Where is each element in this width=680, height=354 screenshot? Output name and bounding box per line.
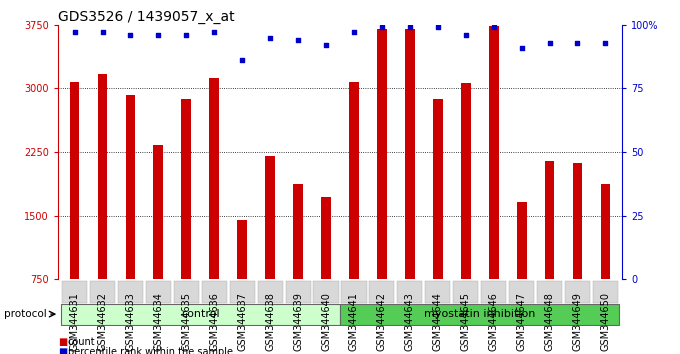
Point bbox=[544, 40, 555, 45]
FancyBboxPatch shape bbox=[258, 281, 283, 303]
Bar bbox=[293, 184, 303, 279]
FancyBboxPatch shape bbox=[90, 281, 115, 303]
Point bbox=[209, 30, 220, 35]
Text: GSM344632: GSM344632 bbox=[97, 292, 107, 351]
Point bbox=[432, 24, 443, 30]
FancyBboxPatch shape bbox=[369, 281, 394, 303]
Point bbox=[181, 32, 192, 38]
Text: GSM344638: GSM344638 bbox=[265, 292, 275, 350]
Point bbox=[349, 30, 360, 35]
FancyBboxPatch shape bbox=[340, 304, 619, 325]
Text: GSM344639: GSM344639 bbox=[293, 292, 303, 350]
FancyBboxPatch shape bbox=[313, 281, 339, 303]
Bar bbox=[405, 29, 415, 279]
FancyBboxPatch shape bbox=[286, 281, 311, 303]
Text: GSM344644: GSM344644 bbox=[432, 292, 443, 350]
FancyBboxPatch shape bbox=[565, 281, 590, 303]
Point bbox=[600, 40, 611, 45]
Text: GSM344643: GSM344643 bbox=[405, 292, 415, 350]
Text: GSM344646: GSM344646 bbox=[489, 292, 498, 350]
Point bbox=[320, 42, 331, 48]
Point bbox=[97, 30, 108, 35]
Bar bbox=[349, 82, 359, 279]
Point bbox=[516, 45, 527, 51]
Bar bbox=[126, 95, 135, 279]
Bar bbox=[265, 156, 275, 279]
Text: GSM344640: GSM344640 bbox=[321, 292, 331, 350]
FancyBboxPatch shape bbox=[174, 281, 199, 303]
Bar bbox=[545, 161, 554, 279]
FancyBboxPatch shape bbox=[202, 281, 227, 303]
Text: GSM344633: GSM344633 bbox=[125, 292, 135, 350]
Text: GSM344642: GSM344642 bbox=[377, 292, 387, 351]
Bar bbox=[182, 99, 191, 279]
Text: GSM344637: GSM344637 bbox=[237, 292, 248, 351]
Text: count: count bbox=[68, 337, 96, 347]
Text: GSM344636: GSM344636 bbox=[209, 292, 219, 350]
Text: ■: ■ bbox=[58, 337, 67, 347]
Point bbox=[460, 32, 471, 38]
Bar bbox=[489, 25, 498, 279]
FancyBboxPatch shape bbox=[481, 281, 506, 303]
FancyBboxPatch shape bbox=[146, 281, 171, 303]
Point bbox=[265, 35, 275, 40]
Point bbox=[69, 30, 80, 35]
Text: percentile rank within the sample: percentile rank within the sample bbox=[68, 347, 233, 354]
Point bbox=[125, 32, 136, 38]
Point bbox=[153, 32, 164, 38]
FancyBboxPatch shape bbox=[397, 281, 422, 303]
Bar bbox=[321, 197, 331, 279]
Bar bbox=[69, 82, 80, 279]
Bar bbox=[154, 145, 163, 279]
Bar bbox=[573, 163, 582, 279]
Bar bbox=[237, 220, 247, 279]
FancyBboxPatch shape bbox=[62, 281, 87, 303]
FancyBboxPatch shape bbox=[593, 281, 618, 303]
Text: GSM344647: GSM344647 bbox=[517, 292, 526, 351]
Point bbox=[377, 24, 388, 30]
Bar bbox=[461, 83, 471, 279]
FancyBboxPatch shape bbox=[118, 281, 143, 303]
Point bbox=[488, 24, 499, 30]
Text: GSM344645: GSM344645 bbox=[461, 292, 471, 351]
Text: GSM344641: GSM344641 bbox=[349, 292, 359, 350]
FancyBboxPatch shape bbox=[341, 281, 367, 303]
Text: myostatin inhibition: myostatin inhibition bbox=[424, 309, 535, 319]
FancyBboxPatch shape bbox=[61, 304, 340, 325]
Bar bbox=[209, 78, 219, 279]
Text: control: control bbox=[181, 309, 220, 319]
Point bbox=[405, 24, 415, 30]
Bar bbox=[433, 99, 443, 279]
Text: ■: ■ bbox=[58, 347, 67, 354]
Text: GSM344650: GSM344650 bbox=[600, 292, 611, 351]
Text: GSM344635: GSM344635 bbox=[182, 292, 191, 351]
FancyBboxPatch shape bbox=[509, 281, 534, 303]
Text: GSM344648: GSM344648 bbox=[545, 292, 555, 350]
Bar bbox=[377, 29, 387, 279]
Bar bbox=[600, 184, 611, 279]
FancyBboxPatch shape bbox=[537, 281, 562, 303]
FancyBboxPatch shape bbox=[453, 281, 478, 303]
Bar bbox=[517, 202, 526, 279]
Text: GSM344649: GSM344649 bbox=[573, 292, 583, 350]
FancyBboxPatch shape bbox=[425, 281, 450, 303]
Bar bbox=[98, 74, 107, 279]
Point bbox=[572, 40, 583, 45]
FancyBboxPatch shape bbox=[230, 281, 255, 303]
Text: GDS3526 / 1439057_x_at: GDS3526 / 1439057_x_at bbox=[58, 10, 235, 24]
Point bbox=[292, 37, 303, 43]
Text: GSM344634: GSM344634 bbox=[154, 292, 163, 350]
Point bbox=[237, 58, 248, 63]
Text: GSM344631: GSM344631 bbox=[69, 292, 80, 350]
Text: protocol: protocol bbox=[4, 309, 47, 319]
